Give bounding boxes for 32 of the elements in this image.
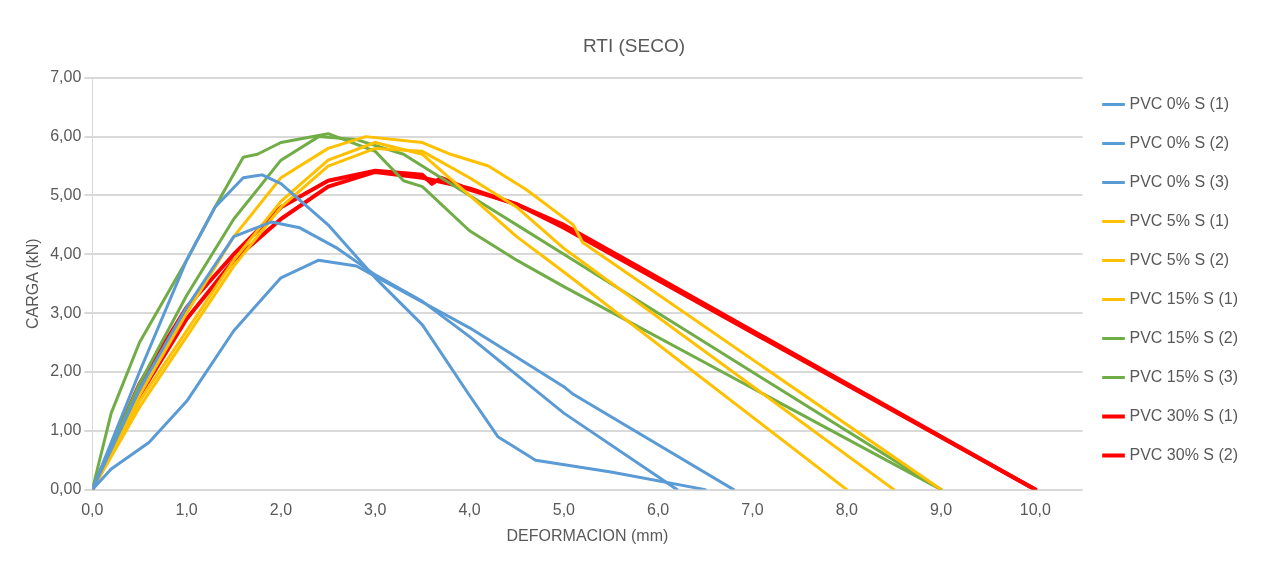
y-tick-label: 2,00 — [50, 362, 82, 380]
x-tick-label: 5,0 — [552, 500, 576, 518]
x-tick-label: 2,0 — [269, 500, 293, 518]
y-tick-label: 3,00 — [50, 303, 82, 321]
legend-label: PVC 0% S (3) — [1129, 172, 1230, 190]
legend-label: PVC 5% S (1) — [1129, 211, 1230, 229]
y-axis-title: CARGA (kN) — [24, 238, 42, 330]
legend-label: PVC 0% S (2) — [1129, 133, 1230, 151]
y-tick-label: 7,00 — [50, 68, 82, 86]
x-tick-label: 7,0 — [741, 500, 764, 518]
x-tick-label: 0,0 — [81, 500, 104, 518]
y-tick-label: 0,00 — [50, 480, 82, 498]
x-tick-label: 8,0 — [835, 500, 858, 518]
legend-label: PVC 0% S (1) — [1129, 94, 1230, 112]
y-tick-label: 5,00 — [50, 185, 82, 203]
x-tick-label: 3,0 — [364, 500, 387, 518]
y-tick-label: 6,00 — [50, 127, 82, 145]
x-tick-label: 4,0 — [458, 500, 481, 518]
legend-label: PVC 15% S (1) — [1129, 289, 1238, 307]
y-tick-label: 4,00 — [50, 244, 82, 262]
legend-label: PVC 30% S (2) — [1129, 445, 1238, 463]
chart-title: RTI (SECO) — [582, 34, 686, 56]
legend-label: PVC 15% S (2) — [1129, 328, 1238, 346]
legend-label: PVC 15% S (3) — [1129, 367, 1238, 385]
x-tick-label: 9,0 — [929, 500, 953, 518]
legend-label: PVC 30% S (1) — [1129, 406, 1238, 424]
x-tick-label: 1,0 — [175, 500, 198, 518]
y-tick-label: 1,00 — [50, 421, 82, 439]
legend-label: PVC 5% S (2) — [1129, 250, 1230, 268]
x-axis-title: DEFORMACION (mm) — [506, 526, 669, 544]
x-tick-label: 10,0 — [1019, 500, 1052, 518]
x-tick-label: 6,0 — [647, 500, 670, 518]
